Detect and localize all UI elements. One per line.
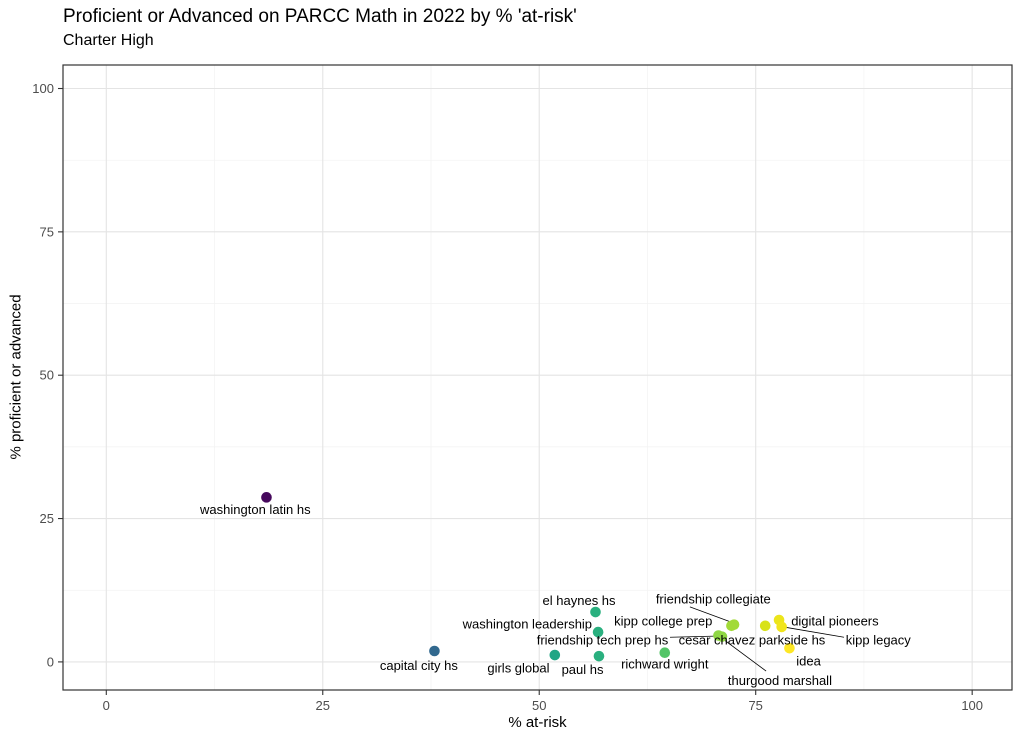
chart-subtitle: Charter High <box>63 32 154 49</box>
y-axis-title: % proficient or advanced <box>7 294 25 460</box>
plot-panel <box>63 65 1012 690</box>
point-label-thurgood-marshall: thurgood marshall <box>728 673 832 688</box>
point-label-washington-leadership: washington leadership <box>462 617 592 632</box>
point-label-digital-pioneers: digital pioneers <box>791 613 879 628</box>
point-label-washington-latin-hs: washington latin hs <box>199 502 311 517</box>
data-point-thurgood-marshall <box>716 631 728 642</box>
x-tick-label: 75 <box>748 698 762 713</box>
data-point-richward-wright <box>659 647 671 659</box>
y-tick-label: 75 <box>40 224 54 239</box>
point-label-cesar-chavez-parkside-hs: cesar chavez parkside hs <box>679 633 826 648</box>
data-point-paul-hs <box>593 650 605 662</box>
panel-border <box>62 64 1013 691</box>
x-tick-label: 50 <box>532 698 546 713</box>
point-label-capital-city-hs: capital city hs <box>380 658 459 673</box>
data-point-el-haynes-hs <box>590 606 601 618</box>
y-tick-label: 100 <box>32 81 54 96</box>
x-tick-label: 0 <box>103 698 110 713</box>
point-label-paul-hs: paul hs <box>562 662 604 677</box>
chart-title: Proficient or Advanced on PARCC Math in … <box>63 6 577 27</box>
leader-line-thurgood-marshall <box>723 639 767 672</box>
leader-line-friendship-collegiate <box>689 606 729 622</box>
data-point-friendship-collegiate <box>728 619 740 630</box>
data-point-cesar-chavez-parkside-hs <box>759 620 771 632</box>
y-tick-label: 0 <box>47 654 54 669</box>
y-tick-label: 25 <box>40 511 54 526</box>
data-point-capital-city-hs <box>429 645 440 657</box>
data-point-idea <box>784 642 795 654</box>
x-tick-label: 100 <box>961 698 983 713</box>
x-axis-title: % at-risk <box>508 714 567 731</box>
point-label-friendship-tech-prep-hs: friendship tech prep hs <box>537 633 669 648</box>
data-point-washington-leadership <box>592 626 604 638</box>
data-point-kipp-legacy <box>776 621 787 633</box>
leader-line-friendship-tech-prep-hs <box>669 635 716 638</box>
point-label-richward-wright: richward wright <box>621 657 709 672</box>
point-label-kipp-legacy: kipp legacy <box>846 633 912 648</box>
point-label-el-haynes-hs: el haynes hs <box>543 593 616 608</box>
point-label-friendship-collegiate: friendship collegiate <box>656 591 771 606</box>
point-label-girls-global: girls global <box>487 661 549 676</box>
point-label-kipp-college-prep: kipp college prep <box>614 613 712 628</box>
y-tick-label: 50 <box>40 368 54 383</box>
data-point-girls-global <box>549 649 561 661</box>
x-tick-label: 25 <box>316 698 330 713</box>
data-point-washington-latin-hs <box>261 492 272 503</box>
leader-line-kipp-legacy <box>783 626 845 638</box>
point-label-idea: idea <box>796 654 821 669</box>
